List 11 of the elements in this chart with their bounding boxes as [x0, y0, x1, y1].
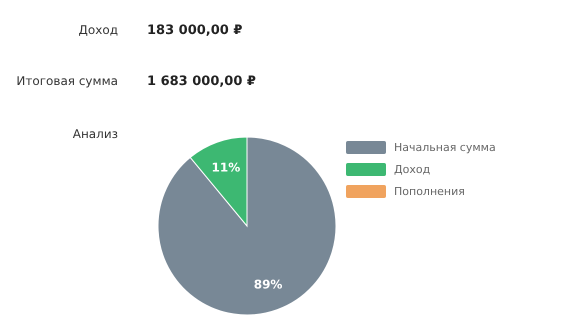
- text: Анализ: [72, 127, 118, 141]
- data-label: 11%: [212, 160, 240, 174]
- text: Итоговая сумма: [15, 74, 118, 88]
- legend-label: Пополнения: [394, 184, 465, 198]
- data-label: 89%: [254, 278, 282, 292]
- pie-slice: [158, 136, 336, 316]
- text: Доход: [78, 23, 118, 37]
- text: 1 683 000,00 ₽: [147, 74, 256, 89]
- text: 183 000,00 ₽: [147, 23, 242, 38]
- legend-label: Доход: [394, 162, 430, 176]
- legend-label: Начальная сумма: [394, 140, 496, 154]
